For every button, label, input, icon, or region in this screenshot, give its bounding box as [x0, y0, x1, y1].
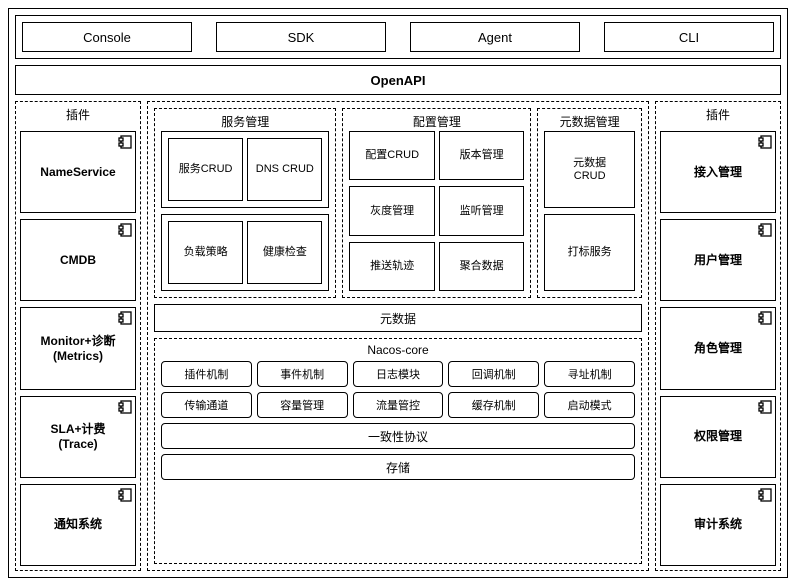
config-mgmt-title: 配置管理 [343, 113, 530, 130]
core-plugin-mech: 插件机制 [161, 361, 252, 387]
metadata-mgmt-title: 元数据管理 [538, 113, 641, 130]
plugin-sla: SLA+计费 (Trace) [20, 396, 136, 478]
core-consistency: 一致性协议 [161, 423, 635, 449]
cfg-aggregate: 聚合数据 [439, 242, 524, 291]
core-event-mech: 事件机制 [257, 361, 348, 387]
core-log: 日志模块 [353, 361, 444, 387]
nacos-core-panel: Nacos-core 插件机制 事件机制 日志模块 回调机制 寻址机制 传输通道… [154, 338, 642, 564]
dns-crud: DNS CRUD [247, 138, 322, 201]
cfg-push: 推送轨迹 [349, 242, 434, 291]
component-icon [758, 223, 772, 237]
right-plugins-panel: 插件 接入管理 用户管理 角色管理 权限管理 审计系统 [655, 101, 781, 571]
cfg-listen: 监听管理 [439, 186, 524, 235]
core-capacity: 容量管理 [257, 392, 348, 418]
nacos-core-title: Nacos-core [155, 343, 641, 357]
plugin-access: 接入管理 [660, 131, 776, 213]
top-console: Console [22, 22, 192, 52]
left-plugins-title: 插件 [20, 106, 136, 125]
component-icon [758, 400, 772, 414]
architecture-diagram: Console SDK Agent CLI OpenAPI 插件 NameSer… [8, 8, 788, 578]
plugin-audit: 审计系统 [660, 484, 776, 566]
top-container: Console SDK Agent CLI [15, 15, 781, 59]
core-addressing: 寻址机制 [544, 361, 635, 387]
component-icon [118, 311, 132, 325]
plugin-user: 用户管理 [660, 219, 776, 301]
plugin-label: SLA+计费 (Trace) [50, 422, 105, 452]
service-mgmt-panel: 服务管理 服务CRUD DNS CRUD 负载策略 健康检查 [154, 108, 336, 298]
plugin-label: 角色管理 [694, 341, 742, 356]
core-traffic: 流量管控 [353, 392, 444, 418]
component-icon [758, 311, 772, 325]
plugin-cmdb: CMDB [20, 219, 136, 301]
core-transport: 传输通道 [161, 392, 252, 418]
component-icon [758, 488, 772, 502]
top-agent: Agent [410, 22, 580, 52]
meta-crud: 元数据 CRUD [544, 131, 635, 208]
plugin-nameservice: NameService [20, 131, 136, 213]
component-icon [118, 488, 132, 502]
plugin-label: NameService [40, 165, 115, 180]
plugin-permission: 权限管理 [660, 396, 776, 478]
core-callback: 回调机制 [448, 361, 539, 387]
metadata-bar: 元数据 [154, 304, 642, 332]
top-cli: CLI [604, 22, 774, 52]
plugin-label: 通知系统 [54, 517, 102, 532]
svc-group-1: 服务CRUD DNS CRUD [161, 131, 329, 208]
left-plugins-panel: 插件 NameService CMDB Monitor+诊断 (Metrics)… [15, 101, 141, 571]
plugin-label: CMDB [60, 253, 96, 268]
meta-tag: 打标服务 [544, 214, 635, 291]
plugin-notify: 通知系统 [20, 484, 136, 566]
top-sdk: SDK [216, 22, 386, 52]
plugin-label: Monitor+诊断 (Metrics) [41, 334, 116, 364]
core-cache: 缓存机制 [448, 392, 539, 418]
plugin-label: 审计系统 [694, 517, 742, 532]
component-icon [758, 135, 772, 149]
svc-crud: 服务CRUD [168, 138, 243, 201]
load-policy: 负载策略 [168, 221, 243, 284]
metadata-mgmt-panel: 元数据管理 元数据 CRUD 打标服务 [537, 108, 642, 298]
component-icon [118, 135, 132, 149]
cfg-version: 版本管理 [439, 131, 524, 180]
health-check: 健康检查 [247, 221, 322, 284]
openapi-bar: OpenAPI [15, 65, 781, 95]
center-panel: 服务管理 服务CRUD DNS CRUD 负载策略 健康检查 配置管理 配置CR… [147, 101, 649, 571]
component-icon [118, 400, 132, 414]
plugin-monitor: Monitor+诊断 (Metrics) [20, 307, 136, 389]
right-plugins-title: 插件 [660, 106, 776, 125]
component-icon [118, 223, 132, 237]
plugin-label: 接入管理 [694, 165, 742, 180]
cfg-crud: 配置CRUD [349, 131, 434, 180]
svc-group-2: 负载策略 健康检查 [161, 214, 329, 291]
plugin-role: 角色管理 [660, 307, 776, 389]
core-storage: 存储 [161, 454, 635, 480]
service-mgmt-title: 服务管理 [155, 113, 335, 130]
cfg-gray: 灰度管理 [349, 186, 434, 235]
core-startup: 启动模式 [544, 392, 635, 418]
plugin-label: 用户管理 [694, 253, 742, 268]
plugin-label: 权限管理 [694, 429, 742, 444]
config-mgmt-panel: 配置管理 配置CRUD 版本管理 灰度管理 监听管理 推送轨迹 聚合数据 [342, 108, 531, 298]
